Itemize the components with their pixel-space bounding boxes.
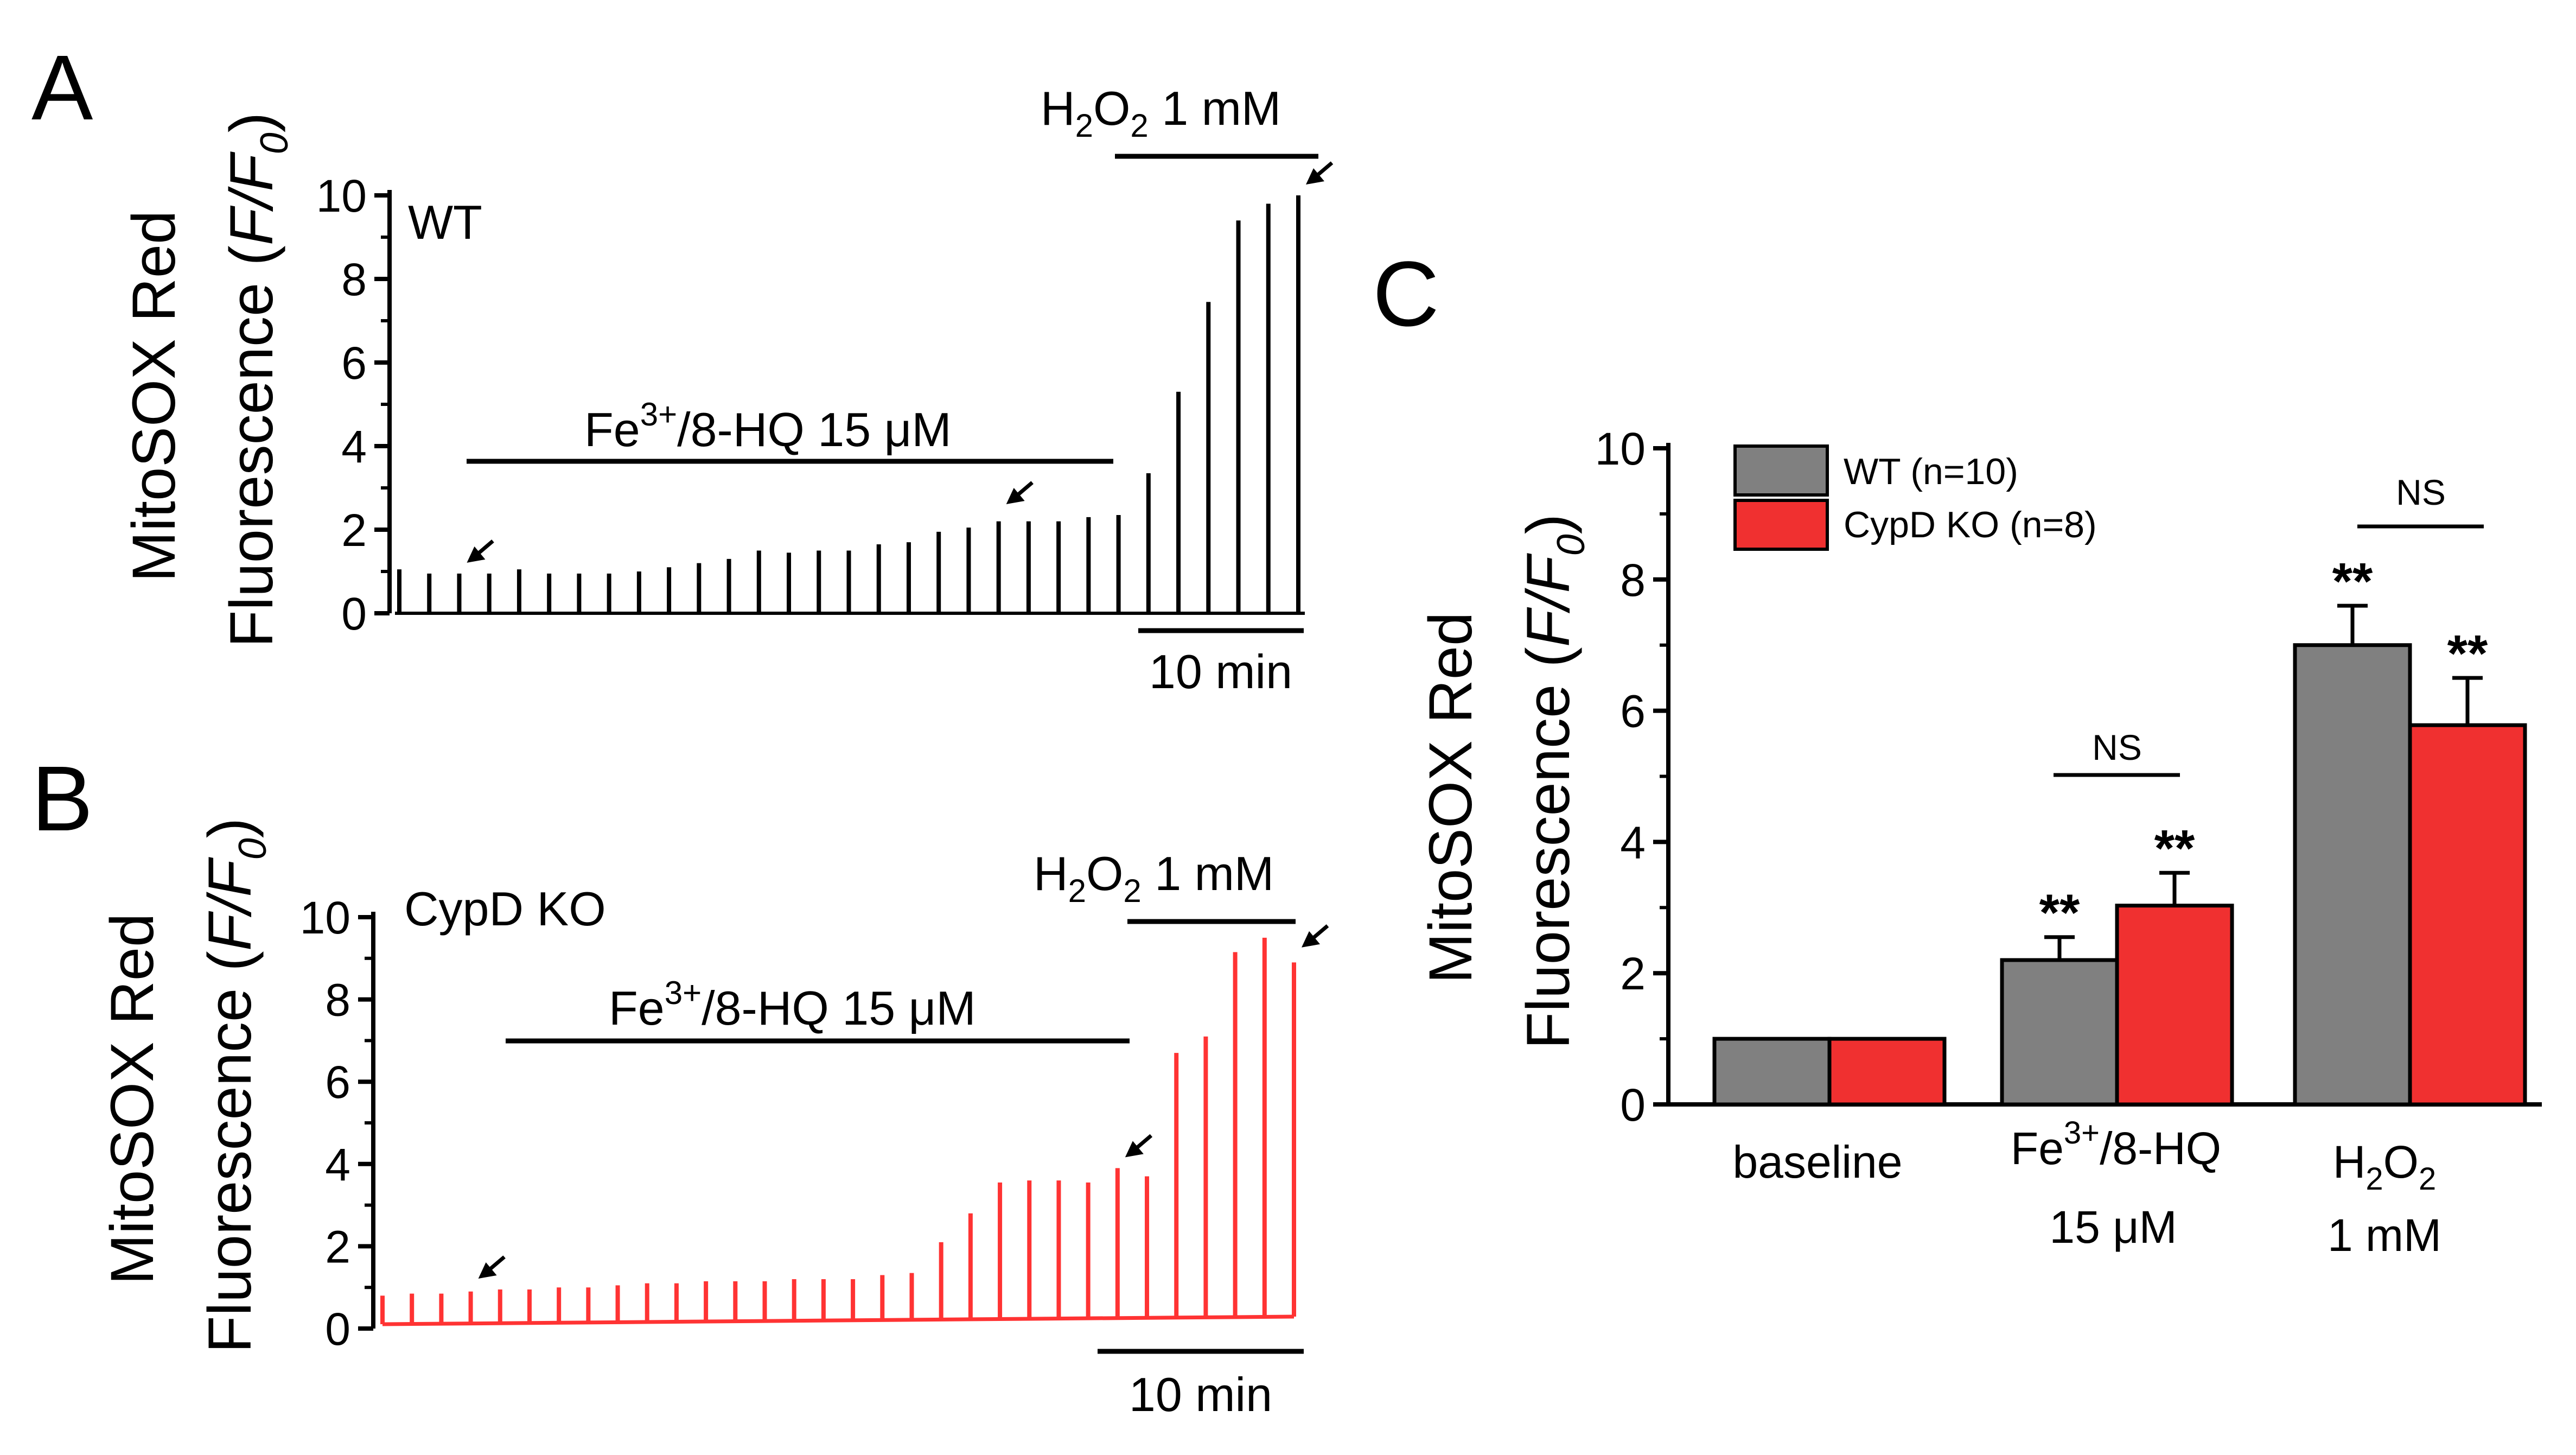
legend-swatch-ko (1733, 499, 1829, 551)
legend-label-wt: WT (n=10) (1844, 451, 2018, 492)
legend-swatch-wt (1733, 444, 1829, 497)
panel-a-y-axis: 0 2 4 6 8 10 (316, 170, 392, 639)
panel-b-arrow-0-head (478, 1262, 497, 1279)
panel-a-y-tick-label-5: 10 (316, 170, 367, 221)
panel-b-scalebar-label: 10 min (1129, 1368, 1272, 1421)
xlabel-fe-line2: 15 μM (2049, 1202, 2177, 1253)
panel-c-y-tick-label-3: 6 (1620, 686, 1646, 737)
panel-a-arrow-0-head (467, 546, 486, 563)
panel-b-y-tick-label-4: 8 (325, 975, 350, 1026)
panel-b-h2o2-marker: H2O2 1 mM (1034, 847, 1296, 924)
panel-a-y-tick-label-3: 6 (341, 338, 367, 389)
panel-a-scalebar-label: 10 min (1149, 645, 1292, 698)
panel-b-ylabel-line2: Fluorescence (F/F0) (196, 818, 275, 1353)
panel-a-fe-marker: Fe3+/8-HQ 15 μM (467, 396, 1113, 464)
bar-s0-c1 (2000, 958, 2119, 1107)
bar-s1-c2 (2408, 723, 2527, 1107)
panel-a-fe-label: Fe3+/8-HQ 15 μM (584, 396, 952, 456)
panel-b-arrow-2-head (1302, 931, 1320, 948)
panel-a-arrow-2-head (1306, 168, 1324, 185)
panel-b-trace (380, 924, 1329, 1326)
panel-c-y-tick-label-5: 10 (1595, 423, 1646, 474)
panel-b-fe-marker: Fe3+/8-HQ 15 μM (506, 975, 1130, 1044)
panel-a-trace (395, 161, 1334, 615)
panel-a-h2o2-label: H2O2 1 mM (1041, 81, 1281, 144)
xlabel-h2o2-line2: 1 mM (2328, 1210, 2441, 1261)
ns-label-h2o2: NS (2396, 472, 2446, 512)
panel-b-baseline (382, 1314, 1295, 1326)
panel-a-letter: A (31, 36, 93, 139)
panel-a-ylabel-line2: Fluorescence (F/F0) (218, 112, 296, 647)
bar-s0-c0 (1712, 1037, 1832, 1107)
panel-a-y-tick-label-1: 2 (341, 505, 367, 556)
panel-c-letter: C (1373, 243, 1439, 346)
panel-b-y-tick-label-3: 6 (325, 1057, 350, 1108)
panel-b-y-tick-label-0: 0 (325, 1304, 350, 1355)
panel-c-y-tick-label-4: 8 (1620, 555, 1646, 606)
panel-c-ylabel: MitoSOX Red Fluorescence (F/F0) (1417, 514, 1593, 1049)
panel-a-scalebar: 10 min (1138, 628, 1304, 698)
panel-c-ylabel-line1: MitoSOX Red (1417, 612, 1484, 984)
panel-c-bars: ** ** ** ** (1712, 552, 2527, 1107)
panel-b-letter: B (31, 747, 93, 850)
panel-a-y-tick-label-4: 8 (341, 254, 367, 305)
sig-star-s1-c1: ** (2154, 819, 2195, 878)
panel-b-fe-label: Fe3+/8-HQ 15 μM (609, 975, 976, 1035)
panel-c-ylabel-line2: Fluorescence (F/F0) (1514, 514, 1593, 1049)
panel-b-arrow-1-head (1125, 1141, 1144, 1158)
panel-a-ylabel-line1: MitoSOX Red (120, 211, 188, 582)
panel-c-x-labels: baseline Fe3+/8-HQ 15 μM H2O2 1 mM (1733, 1115, 2441, 1261)
panel-c-y-tick-label-0: 0 (1620, 1079, 1646, 1130)
panel-b-y-tick-label-2: 4 (325, 1139, 350, 1190)
panel-a-arrow-1-head (1006, 488, 1025, 505)
panel-a-y-tick-label-2: 4 (341, 421, 367, 472)
sig-star-s0-c1: ** (2039, 884, 2080, 942)
panel-b: B MitoSOX Red Fluorescence (F/F0) 0 2 4 6 8 1… (31, 747, 1329, 1421)
ns-label-fe: NS (2092, 727, 2142, 767)
panel-b-y-tick-label-1: 2 (325, 1221, 350, 1272)
bar-s0-c2 (2293, 643, 2412, 1107)
bar-s1-c1 (2115, 904, 2234, 1107)
panel-a-h2o2-marker: H2O2 1 mM (1041, 81, 1318, 159)
panel-b-ylabel-line1: MitoSOX Red (98, 913, 166, 1285)
panel-c-y-tick-label-2: 4 (1620, 817, 1646, 868)
legend-label-ko: CypD KO (n=8) (1844, 504, 2097, 545)
xlabel-baseline: baseline (1733, 1136, 1903, 1187)
panel-c-y-tick-label-1: 2 (1620, 948, 1646, 999)
panel-b-y-axis: 0 2 4 6 8 10 (300, 892, 375, 1355)
xlabel-h2o2-line1: H2O2 (2333, 1136, 2437, 1197)
panel-a-y-tick-label-0: 0 (341, 588, 367, 639)
panel-b-ylabel: MitoSOX Red Fluorescence (F/F0) (98, 818, 275, 1353)
panel-b-genotype: CypD KO (404, 882, 606, 936)
panel-c-ns-brackets: NS NS (2054, 472, 2484, 777)
sig-star-s0-c2: ** (2332, 552, 2373, 611)
panel-b-h2o2-label: H2O2 1 mM (1034, 847, 1274, 909)
panel-b-y-tick-label-5: 10 (300, 892, 350, 943)
panel-a-genotype: WT (408, 195, 482, 249)
panel-b-scalebar: 10 min (1098, 1349, 1304, 1421)
panel-c-legend: WT (n=10) CypD KO (n=8) (1733, 444, 2097, 551)
xlabel-fe-line1: Fe3+/8-HQ (2011, 1115, 2221, 1174)
panel-a: A MitoSOX Red Fluorescence (F/F0) 0 2 4 6 8 1… (31, 36, 1334, 698)
bar-s1-c0 (1827, 1037, 1947, 1107)
panel-c: C MitoSOX Red Fluorescence (F/F0) 0 2 4 6 8 1… (1373, 243, 2542, 1261)
sig-star-s1-c2: ** (2447, 625, 2488, 683)
panel-a-ylabel: MitoSOX Red Fluorescence (F/F0) (120, 112, 296, 647)
